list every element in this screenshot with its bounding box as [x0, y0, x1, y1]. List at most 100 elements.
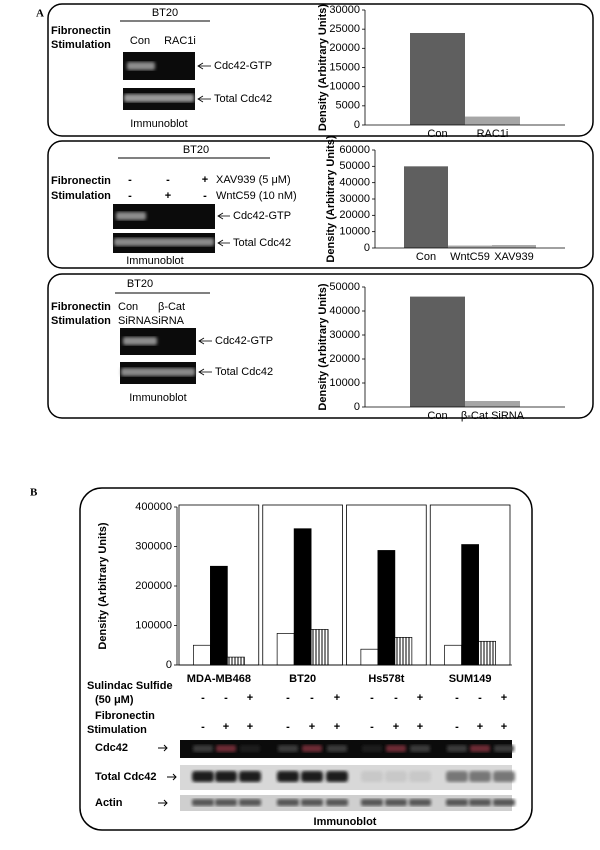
bar [377, 550, 396, 666]
bar [465, 401, 520, 407]
sign: + [165, 190, 171, 202]
band-label: Total Cdc42 [214, 93, 272, 105]
cell-line: BT20 [152, 7, 178, 19]
bar [394, 636, 413, 666]
panel-label: B [30, 487, 38, 499]
x-tick-label: SUM149 [449, 673, 492, 685]
arrow-head [158, 799, 168, 807]
y-tick-label: 15000 [329, 61, 360, 73]
band [277, 799, 299, 806]
y-tick-label: 40000 [339, 177, 370, 189]
sign: - [286, 692, 290, 704]
band [193, 745, 213, 752]
y-axis-label: Density (Arbitrary Units) [317, 283, 329, 410]
y-tick-label: 50000 [329, 281, 360, 293]
y-axis-label: Density (Arbitrary Units) [97, 522, 109, 649]
band [215, 799, 237, 806]
band [385, 799, 407, 806]
sign: - [224, 692, 228, 704]
treatment: Stimulation [51, 190, 111, 202]
bar [492, 245, 536, 248]
band [239, 799, 261, 806]
y-tick-label: 0 [166, 659, 172, 671]
x-tick-label: MDA-MB468 [187, 673, 251, 685]
bar [465, 116, 520, 125]
y-tick-label: 10000 [339, 226, 370, 238]
y-tick-label: 100000 [135, 619, 172, 631]
panel-frame [47, 140, 594, 269]
sign: + [501, 721, 507, 733]
band [410, 745, 430, 752]
sign: - [286, 721, 290, 733]
sign-label: XAV939 (5 μM) [216, 174, 291, 186]
band-label: Total Cdc42 [95, 771, 157, 783]
sign: + [334, 721, 340, 733]
y-axis-label: Density (Arbitrary Units) [325, 135, 337, 262]
y-tick-label: 25000 [329, 23, 360, 35]
band [470, 745, 490, 752]
sign: - [201, 721, 205, 733]
band [127, 62, 155, 70]
band [494, 745, 514, 752]
lane-label: β-Cat [158, 301, 185, 313]
band-label: Cdc42-GTP [215, 335, 273, 347]
band [493, 771, 515, 782]
lane-label: RAC1i [164, 35, 196, 47]
bar [227, 656, 245, 666]
bar [310, 629, 329, 666]
band [124, 94, 194, 102]
row-label: Sulindac Sulfide [87, 680, 173, 692]
band [215, 771, 237, 782]
bar [360, 648, 379, 666]
band [361, 799, 383, 806]
x-tick-label: WntC59 [450, 251, 490, 263]
arrow-head [217, 212, 224, 220]
band [301, 771, 323, 782]
x-tick-label: Con [427, 410, 447, 422]
sign: + [247, 721, 253, 733]
y-tick-label: 0 [364, 242, 370, 254]
method: Immunoblot [314, 816, 377, 828]
y-tick-label: 10000 [329, 81, 360, 93]
y-tick-label: 200000 [135, 580, 172, 592]
band-label: Total Cdc42 [215, 366, 273, 378]
band [326, 799, 348, 806]
treatment: Fibronectin [51, 175, 111, 187]
treatment: Fibronectin [51, 301, 111, 313]
sign: - [166, 174, 170, 186]
bar [448, 245, 492, 248]
arrow-head [217, 239, 224, 247]
y-tick-label: 50000 [339, 160, 370, 172]
bar [461, 544, 479, 666]
sign: + [309, 721, 315, 733]
treatment: Stimulation [51, 315, 111, 327]
lane-label: Con [130, 35, 150, 47]
sign: + [202, 174, 208, 186]
band [192, 771, 214, 782]
band [240, 745, 260, 752]
sign: - [394, 692, 398, 704]
sign: - [128, 174, 132, 186]
bar [210, 565, 228, 666]
x-tick-label: Con [427, 128, 447, 140]
sign: + [417, 721, 423, 733]
sign: + [223, 721, 229, 733]
band [446, 799, 468, 806]
bar [193, 644, 211, 666]
y-tick-label: 0 [354, 119, 360, 131]
lane-label: Con [118, 301, 138, 313]
band [386, 745, 406, 752]
band [447, 745, 467, 752]
band [301, 799, 323, 806]
treatment: Stimulation [51, 39, 111, 51]
y-tick-label: 400000 [135, 501, 172, 513]
lane-label: SiRNA [151, 315, 185, 327]
sign: - [370, 692, 374, 704]
sign: + [477, 721, 483, 733]
y-tick-label: 60000 [339, 144, 370, 156]
arrow-head [167, 773, 177, 781]
arrow-head [198, 368, 205, 376]
method: Immunoblot [130, 118, 187, 130]
band [277, 771, 299, 782]
bar [444, 644, 462, 666]
